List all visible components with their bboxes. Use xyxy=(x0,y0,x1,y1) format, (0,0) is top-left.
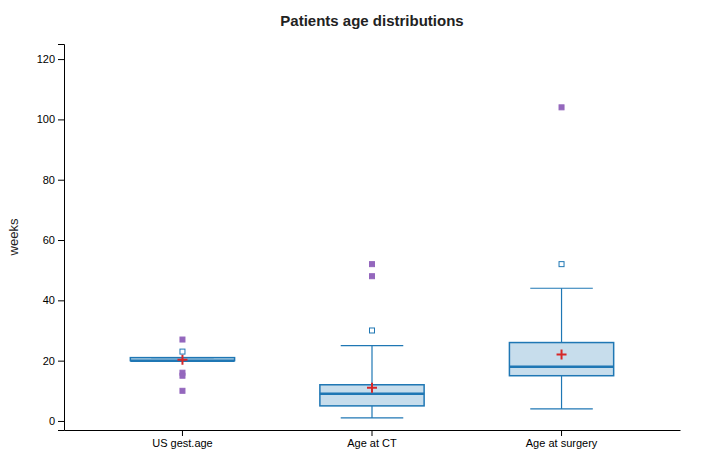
outlier-open xyxy=(370,328,375,333)
y-tick: 100 xyxy=(37,113,64,125)
y-tick: 80 xyxy=(43,174,64,186)
x-tick: Age at surgery xyxy=(526,430,598,449)
box-group xyxy=(509,105,613,409)
y-tick: 120 xyxy=(37,53,64,65)
box-group xyxy=(320,262,424,418)
tick-mark xyxy=(58,59,64,60)
y-tick: 0 xyxy=(49,415,64,427)
outlier-filled xyxy=(559,105,564,110)
tick-mark xyxy=(58,421,64,422)
whisker xyxy=(371,406,372,418)
whisker-cap xyxy=(530,408,593,409)
title: Patients age distributions xyxy=(280,12,463,29)
whisker-cap xyxy=(341,417,404,418)
tick-mark xyxy=(58,300,64,301)
tick-label: 60 xyxy=(43,234,55,246)
whisker-cap xyxy=(530,288,593,289)
whisker xyxy=(561,288,562,342)
tick-label: 40 xyxy=(43,294,55,306)
tick-label: Age at surgery xyxy=(526,437,598,449)
tick-mark xyxy=(58,180,64,181)
tick-label: Age at CT xyxy=(347,437,397,449)
outlier-filled xyxy=(180,373,185,378)
whisker-cap xyxy=(341,345,404,346)
marks xyxy=(130,105,613,418)
outlier-filled xyxy=(370,274,375,279)
mean-marker xyxy=(367,383,377,393)
tick-label: 100 xyxy=(37,113,55,125)
y-tick: 40 xyxy=(43,294,64,306)
chart: 0 20 40 60 80 100 120 US gest.age Age at CT Age a… xyxy=(0,0,704,474)
y-tick: 20 xyxy=(43,355,64,367)
whisker xyxy=(561,376,562,409)
tick-mark xyxy=(58,119,64,120)
tick-mark xyxy=(182,430,183,436)
tick-mark xyxy=(58,361,64,362)
x-tick: US gest.age xyxy=(152,430,213,449)
mean-marker xyxy=(177,355,187,365)
outlier-open xyxy=(180,349,185,354)
whisker xyxy=(371,346,372,385)
y-axis: 0 20 40 60 80 100 120 xyxy=(37,45,65,431)
outlier-filled xyxy=(370,262,375,267)
mean-marker xyxy=(557,350,567,360)
box xyxy=(509,343,613,376)
y-axis-label: weeks xyxy=(6,218,21,256)
tick-mark xyxy=(372,430,373,436)
axis-domain xyxy=(58,45,65,431)
outlier-open xyxy=(559,262,564,267)
median xyxy=(320,393,424,396)
tick-label: 20 xyxy=(43,355,55,367)
box-group xyxy=(130,337,234,393)
tick-label: US gest.age xyxy=(152,437,213,449)
tick-mark xyxy=(561,430,562,436)
plot: 0 20 40 60 80 100 120 US gest.age Age at CT Age a… xyxy=(37,45,681,449)
tick-label: 80 xyxy=(43,174,55,186)
outlier-filled xyxy=(180,388,185,393)
y-tick: 60 xyxy=(43,234,64,246)
x-tick: Age at CT xyxy=(347,430,397,449)
tick-label: 0 xyxy=(49,415,55,427)
median xyxy=(509,365,613,368)
tick-mark xyxy=(58,240,64,241)
tick-label: 120 xyxy=(37,53,55,65)
outlier-filled xyxy=(180,337,185,342)
x-axis: US gest.age Age at CT Age at surgery xyxy=(65,430,681,449)
